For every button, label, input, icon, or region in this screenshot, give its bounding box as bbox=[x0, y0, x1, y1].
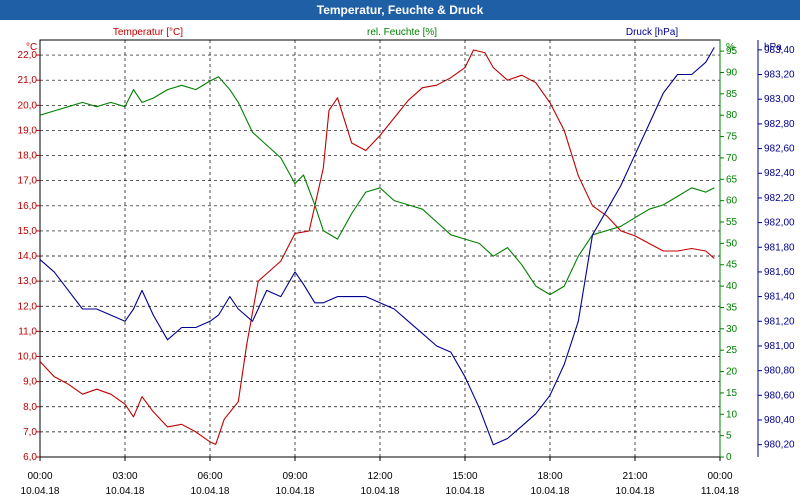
x-tick-date-2: 10.04.18 bbox=[191, 486, 230, 497]
left-tick-label-3: 9,0 bbox=[23, 377, 37, 388]
right1-tick-label-1: 5 bbox=[726, 431, 732, 442]
right1-tick-label-13: 65 bbox=[726, 174, 738, 185]
x-tick-date-0: 10.04.18 bbox=[21, 486, 60, 497]
x-tick-date-7: 10.04.18 bbox=[616, 486, 655, 497]
x-tick-time-8: 00:00 bbox=[707, 471, 732, 482]
left-tick-label-12: 18,0 bbox=[18, 151, 38, 162]
left-axis-unit: °C bbox=[26, 42, 37, 53]
right2-tick-label-4: 981,00 bbox=[764, 341, 795, 352]
right2-tick-label-2: 980,60 bbox=[764, 390, 795, 401]
left-tick-label-11: 17,0 bbox=[18, 176, 38, 187]
right2-tick-label-0: 980,20 bbox=[764, 440, 795, 451]
right1-tick-label-11: 55 bbox=[726, 217, 738, 228]
x-tick-time-5: 15:00 bbox=[452, 471, 477, 482]
x-tick-date-3: 10.04.18 bbox=[276, 486, 315, 497]
right1-tick-label-8: 40 bbox=[726, 281, 738, 292]
right2-tick-label-12: 982,60 bbox=[764, 144, 795, 155]
x-tick-time-1: 03:00 bbox=[112, 471, 137, 482]
left-tick-label-13: 19,0 bbox=[18, 125, 38, 136]
left-tick-label-9: 15,0 bbox=[18, 226, 38, 237]
x-tick-time-7: 21:00 bbox=[622, 471, 647, 482]
right2-tick-label-6: 981,40 bbox=[764, 292, 795, 303]
left-tick-label-16: 22,0 bbox=[18, 50, 38, 61]
right1-tick-label-9: 45 bbox=[726, 260, 738, 271]
series-line-temperature bbox=[39, 49, 715, 445]
left-tick-label-5: 11,0 bbox=[18, 326, 37, 337]
right2-tick-label-15: 983,20 bbox=[764, 70, 795, 81]
right2-tick-label-13: 982,80 bbox=[764, 119, 795, 130]
right1-tick-label-19: 95 bbox=[726, 46, 738, 57]
left-tick-label-7: 13,0 bbox=[18, 276, 38, 287]
x-tick-date-5: 10.04.18 bbox=[446, 486, 485, 497]
right2-tick-label-3: 980,80 bbox=[764, 366, 795, 377]
right1-tick-label-6: 30 bbox=[726, 324, 738, 335]
right2-tick-label-7: 981,60 bbox=[764, 267, 795, 278]
right2-tick-label-1: 980,40 bbox=[764, 415, 795, 426]
left-tick-label-10: 16,0 bbox=[18, 201, 38, 212]
right1-tick-label-14: 70 bbox=[726, 153, 738, 164]
left-tick-label-6: 12,0 bbox=[18, 301, 38, 312]
right1-tick-label-12: 60 bbox=[726, 196, 738, 207]
legend-temperature: Temperatur [°C] bbox=[113, 27, 183, 38]
right2-tick-label-11: 982,40 bbox=[764, 168, 795, 179]
x-tick-date-4: 10.04.18 bbox=[361, 486, 400, 497]
right1-tick-label-0: 0 bbox=[726, 452, 732, 463]
left-tick-label-14: 20,0 bbox=[18, 100, 38, 111]
legend-pressure: Druck [hPa] bbox=[626, 27, 678, 38]
right2-tick-label-9: 982,00 bbox=[764, 218, 795, 229]
right1-tick-label-15: 75 bbox=[726, 132, 738, 143]
right1-tick-label-10: 50 bbox=[726, 238, 738, 249]
right1-axis-unit: % bbox=[726, 42, 735, 53]
x-tick-date-1: 10.04.18 bbox=[106, 486, 145, 497]
right2-tick-label-14: 983,00 bbox=[764, 94, 795, 105]
x-tick-time-6: 18:00 bbox=[537, 471, 562, 482]
series-line-pressure bbox=[39, 47, 715, 446]
right1-tick-label-17: 85 bbox=[726, 89, 738, 100]
left-tick-label-15: 21,0 bbox=[18, 75, 38, 86]
x-tick-time-3: 09:00 bbox=[282, 471, 307, 482]
series-line-humidity bbox=[39, 76, 715, 296]
right1-tick-label-7: 35 bbox=[726, 302, 738, 313]
left-tick-label-0: 6,0 bbox=[23, 452, 37, 463]
right2-tick-label-10: 982,20 bbox=[764, 193, 795, 204]
x-tick-time-2: 06:00 bbox=[197, 471, 222, 482]
right1-tick-label-5: 25 bbox=[726, 345, 738, 356]
right1-tick-label-16: 80 bbox=[726, 110, 738, 121]
left-tick-label-1: 7,0 bbox=[23, 427, 37, 438]
axes: 6,0 7,0 8,0 9,0 10,0 11,0 12,0 13,0 14,0 15,0 16,0… bbox=[18, 40, 795, 497]
right2-tick-label-5: 981,20 bbox=[764, 316, 795, 327]
x-tick-time-4: 12:00 bbox=[367, 471, 392, 482]
right1-tick-label-2: 10 bbox=[726, 409, 738, 420]
right2-tick-label-8: 981,80 bbox=[764, 242, 795, 253]
left-tick-label-8: 14,0 bbox=[18, 251, 38, 262]
series-lines bbox=[39, 47, 715, 446]
left-tick-label-4: 10,0 bbox=[18, 352, 38, 363]
right2-tick-label-16: 983,40 bbox=[764, 45, 795, 56]
right1-tick-label-3: 15 bbox=[726, 388, 738, 399]
right2-axis-unit: hPa bbox=[764, 42, 782, 53]
right1-tick-label-18: 90 bbox=[726, 67, 738, 78]
chart-canvas: 6,0 7,0 8,0 9,0 10,0 11,0 12,0 13,0 14,0 15,0 16,0… bbox=[18, 27, 795, 497]
chart-title: Temperatur, Feuchte & Druck bbox=[0, 0, 800, 20]
x-tick-time-0: 00:00 bbox=[27, 471, 52, 482]
x-tick-date-6: 10.04.18 bbox=[531, 486, 570, 497]
right1-tick-label-4: 20 bbox=[726, 367, 738, 378]
legend-humidity: rel. Feuchte [%] bbox=[367, 27, 437, 38]
left-tick-label-2: 8,0 bbox=[23, 402, 37, 413]
x-tick-date-8: 11.04.18 bbox=[701, 486, 740, 497]
